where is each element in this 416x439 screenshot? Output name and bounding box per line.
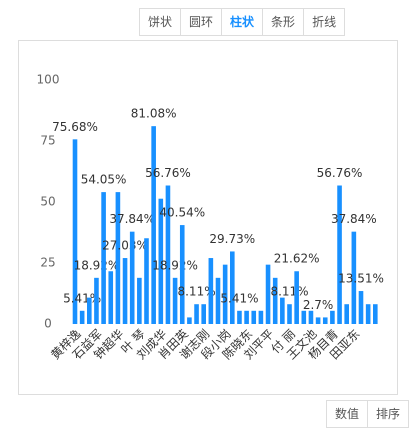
- bar: [287, 304, 292, 324]
- bar: [358, 291, 364, 324]
- bar: [365, 304, 371, 324]
- bar: [115, 192, 121, 324]
- bar: [294, 271, 299, 324]
- bar: [308, 310, 314, 324]
- bar: [215, 277, 221, 324]
- value-label: 81.08%: [131, 107, 177, 121]
- value-label: 75.68%: [52, 120, 98, 134]
- bar: [344, 304, 349, 324]
- bar: [351, 231, 357, 324]
- y-tick-label: 25: [40, 256, 55, 270]
- bar: [79, 310, 85, 324]
- y-tick-label: 50: [40, 195, 55, 209]
- bar: [108, 271, 114, 324]
- value-label: 37.84%: [331, 212, 377, 226]
- button[interactable]: 饼状: [139, 8, 182, 36]
- bar: [272, 277, 278, 324]
- bar: [330, 310, 335, 324]
- value-label: 8.11%: [177, 285, 215, 299]
- bar: [322, 317, 328, 324]
- bar: [280, 297, 285, 324]
- value-label: 54.05%: [81, 173, 127, 187]
- bar: [172, 277, 178, 324]
- bar: [137, 277, 142, 324]
- value-label: 18.92%: [152, 258, 198, 272]
- bar: [201, 304, 206, 324]
- value-label: 13.51%: [338, 272, 384, 286]
- bar: [237, 310, 242, 324]
- bar: [72, 139, 78, 324]
- footer: 数值 排序: [326, 400, 410, 428]
- bar: [165, 185, 171, 324]
- button[interactable]: 柱状: [221, 8, 264, 36]
- value-label: 56.76%: [145, 166, 191, 180]
- value-label: 5.41%: [63, 291, 101, 305]
- bar: [251, 310, 257, 324]
- bar: [337, 185, 342, 324]
- bar: [187, 317, 192, 324]
- value-label: 27.03%: [102, 239, 148, 253]
- button[interactable]: 数值: [326, 400, 369, 428]
- bar: [179, 225, 185, 324]
- bar: [122, 258, 128, 324]
- button[interactable]: 排序: [367, 400, 410, 428]
- bar: [301, 310, 307, 324]
- y-tick-label: 100: [37, 73, 60, 87]
- bar: [373, 304, 378, 324]
- bar: [222, 264, 228, 324]
- toolbar: 饼状 圆环 柱状 条形 折线: [139, 8, 346, 36]
- value-label: 56.76%: [317, 166, 363, 180]
- bar: [101, 192, 106, 324]
- y-tick-label: 75: [40, 134, 55, 148]
- value-label: 8.11%: [270, 285, 308, 299]
- button[interactable]: 圆环: [180, 8, 223, 36]
- value-label: 29.73%: [209, 232, 255, 246]
- chart-frame: [18, 40, 398, 395]
- value-label: 18.92%: [74, 258, 120, 272]
- bar: [244, 310, 249, 324]
- value-label: 40.54%: [159, 206, 205, 220]
- bar: [158, 198, 164, 324]
- button[interactable]: 折线: [303, 8, 346, 36]
- bar: [87, 297, 92, 324]
- bar: [194, 304, 199, 324]
- bar: [129, 231, 135, 324]
- bar: [315, 317, 321, 324]
- bar: [230, 251, 235, 324]
- bar: [258, 310, 264, 324]
- value-label: 21.62%: [274, 252, 320, 266]
- bar: [94, 277, 99, 324]
- value-label: 5.41%: [220, 291, 258, 305]
- y-tick-label: 0: [44, 317, 52, 331]
- value-label: 2.7%: [303, 298, 334, 312]
- bar: [151, 126, 156, 325]
- bar: [208, 258, 214, 324]
- bar: [144, 238, 149, 324]
- value-label: 37.84%: [109, 212, 155, 226]
- bar: [265, 264, 271, 324]
